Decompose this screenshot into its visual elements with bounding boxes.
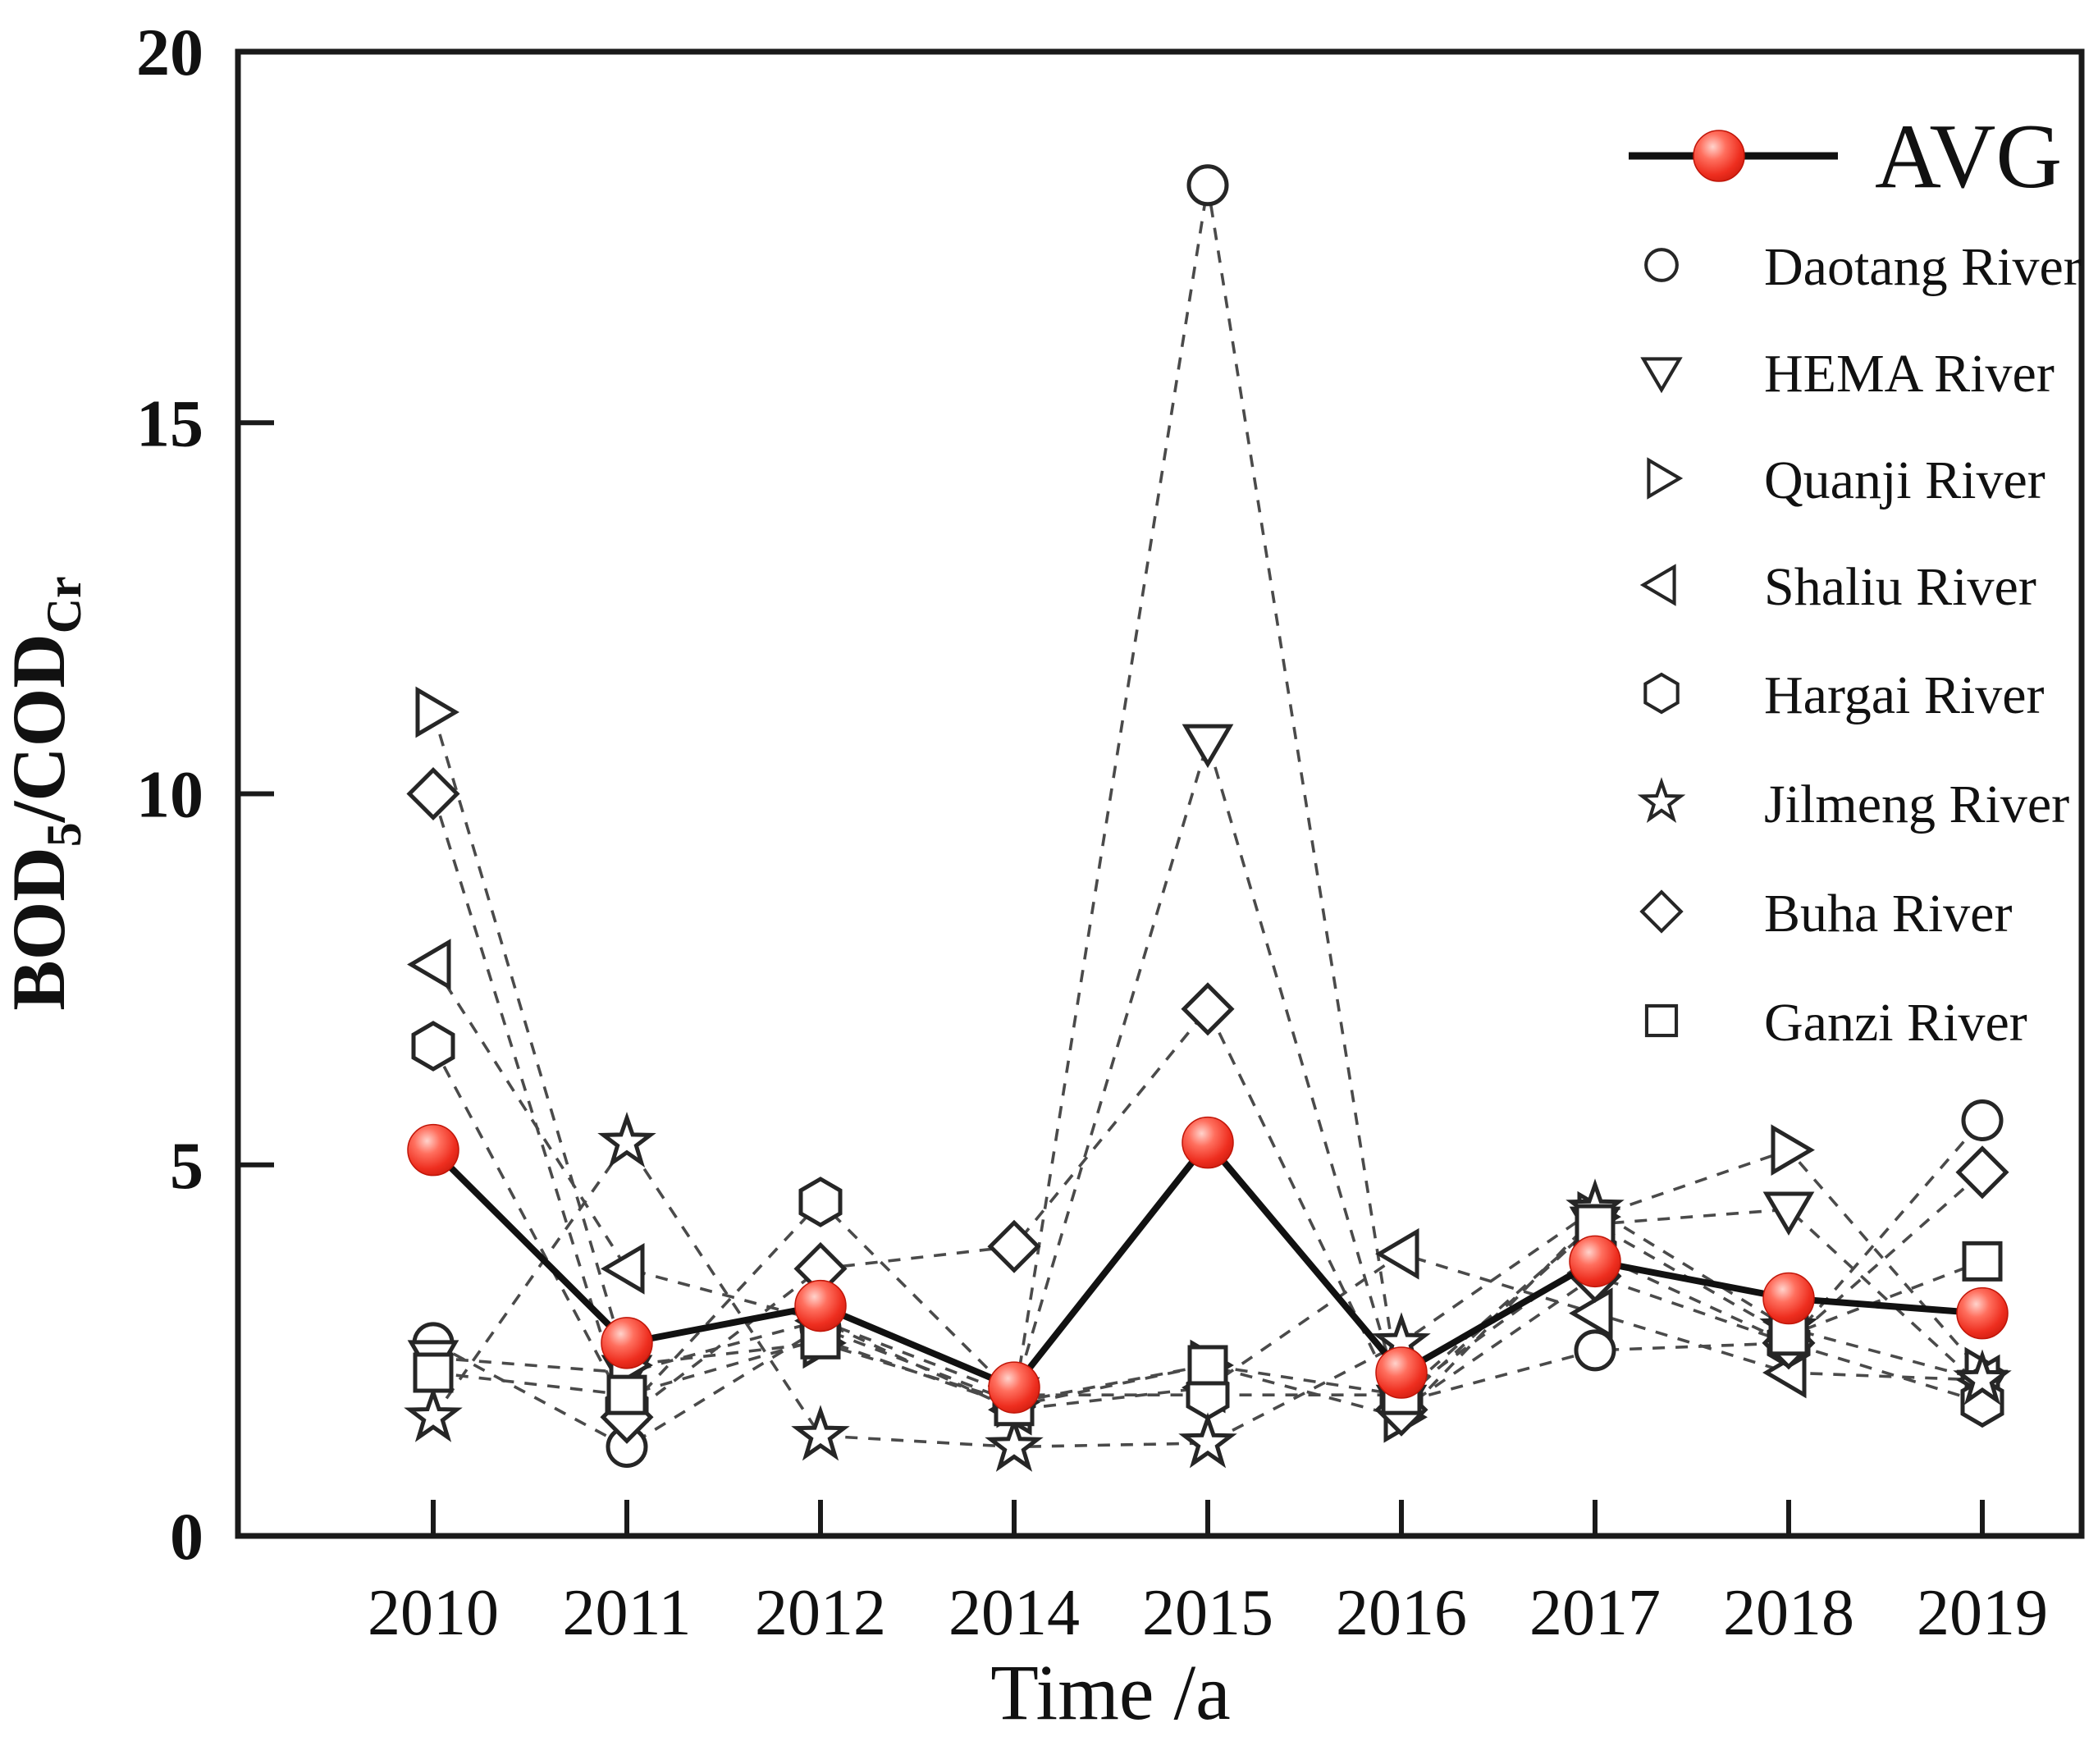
legend-item-ganzi-river: Ganzi River — [1644, 993, 2027, 1053]
legend-marker-square — [1644, 1003, 1679, 1038]
marker-triangle-down — [1182, 724, 1234, 769]
marker-square — [1962, 1241, 2003, 1282]
legend-item-shaliu-river: Shaliu River — [1639, 557, 2036, 617]
y-tick-label: 10 — [136, 757, 203, 832]
marker-diamond — [406, 766, 460, 821]
legend-label: Shaliu River — [1764, 557, 2036, 617]
legend-label: Buha River — [1764, 884, 2012, 944]
legend-item-buha-river: Buha River — [1639, 884, 2012, 944]
series-line-hema-river — [432, 736, 1984, 1405]
x-tick-label: 2018 — [1723, 1577, 1854, 1649]
y-tick-label: 5 — [170, 1128, 203, 1203]
marker-square — [606, 1374, 647, 1415]
x-tick-label: 2014 — [948, 1577, 1080, 1649]
diamond-icon — [1639, 889, 1684, 934]
marker-avg-ball — [1375, 1346, 1428, 1399]
y-tick-label: 0 — [170, 1499, 203, 1574]
marker-star — [1953, 1349, 2012, 1405]
marker-hexagon — [798, 1177, 843, 1227]
square-icon — [1644, 1003, 1679, 1038]
marker-star — [597, 1112, 656, 1168]
marker-diamond — [1181, 982, 1235, 1036]
marker-star — [985, 1415, 1044, 1472]
legend-marker-diamond — [1639, 889, 1684, 934]
series-line-buha-river — [432, 793, 1984, 1420]
marker-diamond — [1955, 1145, 2009, 1200]
x-tick-label: 2019 — [1917, 1577, 2048, 1649]
legend-item-hargai-river: Hargai River — [1643, 665, 2045, 725]
marker-avg-ball — [601, 1317, 653, 1369]
marker-star — [404, 1386, 463, 1442]
marker-circle — [1574, 1329, 1616, 1372]
triangle-right-icon — [1647, 457, 1684, 500]
legend-marker-triangle-left — [1639, 564, 1676, 606]
marker-avg-ball — [988, 1361, 1040, 1414]
legend-label: Daotang River — [1764, 237, 2082, 297]
marker-star — [1178, 1412, 1237, 1469]
star-icon — [1637, 777, 1686, 823]
y-tick-label: 15 — [136, 386, 203, 460]
series-markers-avg — [407, 1116, 2009, 1414]
legend-marker-hexagon — [1643, 672, 1680, 715]
marker-circle — [1186, 164, 1229, 207]
x-tick-label: 2016 — [1336, 1577, 1467, 1649]
circle-icon — [1644, 248, 1679, 282]
marker-avg-ball — [794, 1279, 847, 1332]
marker-square — [413, 1352, 454, 1393]
triangle-down-icon — [1640, 357, 1683, 394]
marker-circle — [1961, 1099, 2004, 1141]
marker-avg-ball — [407, 1123, 459, 1177]
legend-item-hema-river: HEMA River — [1640, 344, 2055, 404]
marker-avg-ball — [1956, 1286, 2009, 1340]
x-tick-label: 2010 — [368, 1577, 499, 1649]
x-tick-label: 2011 — [562, 1577, 691, 1649]
marker-triangle-left — [1569, 1287, 1613, 1340]
triangle-left-icon — [1639, 564, 1676, 606]
marker-diamond — [987, 1219, 1041, 1273]
marker-triangle-left — [1375, 1227, 1419, 1280]
legend-label-avg: AVG — [1875, 106, 2062, 208]
series-line-quanji-river — [432, 711, 1984, 1419]
series-markers-daotang-river — [412, 164, 2004, 1468]
legend-item-jilmeng-river: Jilmeng River — [1637, 775, 2069, 834]
marker-avg-ball — [1569, 1235, 1621, 1288]
series-line-daotang-river — [432, 185, 1984, 1449]
legend-label: HEMA River — [1764, 344, 2055, 404]
legend: AVG Daotang River HEMA River Quanji River Sh… — [1629, 106, 2082, 1053]
x-tick-label: 2015 — [1142, 1577, 1273, 1649]
legend-marker-triangle-right — [1647, 457, 1684, 500]
marker-triangle-right — [415, 686, 459, 738]
legend-marker-star — [1637, 777, 1686, 823]
legend-avg-ball — [1693, 130, 1745, 182]
legend-label: Ganzi River — [1764, 993, 2027, 1053]
marker-star — [791, 1405, 850, 1461]
marker-hexagon — [411, 1021, 455, 1072]
x-axis-title: Time /a — [990, 1648, 1231, 1736]
marker-triangle-left — [601, 1243, 645, 1295]
x-tick-label: 2017 — [1529, 1577, 1661, 1649]
legend-marker-triangle-down — [1640, 357, 1683, 394]
marker-avg-ball — [1762, 1272, 1815, 1325]
legend-label: Quanji River — [1764, 450, 2045, 510]
legend-label: Hargai River — [1764, 665, 2045, 725]
legend-label: Jilmeng River — [1764, 775, 2069, 834]
series-line-hargai-river — [432, 1045, 1983, 1413]
marker-square — [1187, 1345, 1228, 1386]
y-tick-label: 20 — [136, 15, 203, 89]
y-axis-title: BOD5/CODCr — [0, 576, 91, 1010]
legend-item-quanji-river: Quanji River — [1647, 450, 2045, 510]
marker-avg-ball — [1182, 1116, 1234, 1169]
x-tick-label: 2012 — [755, 1577, 886, 1649]
marker-triangle-right — [1771, 1124, 1815, 1177]
legend-marker-circle — [1644, 248, 1679, 282]
legend-item-daotang-river: Daotang River — [1644, 237, 2082, 297]
marker-triangle-down — [1762, 1191, 1815, 1236]
marker-triangle-left — [407, 939, 451, 990]
series-line-ganzi-river — [432, 1222, 1983, 1408]
hexagon-icon — [1643, 672, 1680, 715]
